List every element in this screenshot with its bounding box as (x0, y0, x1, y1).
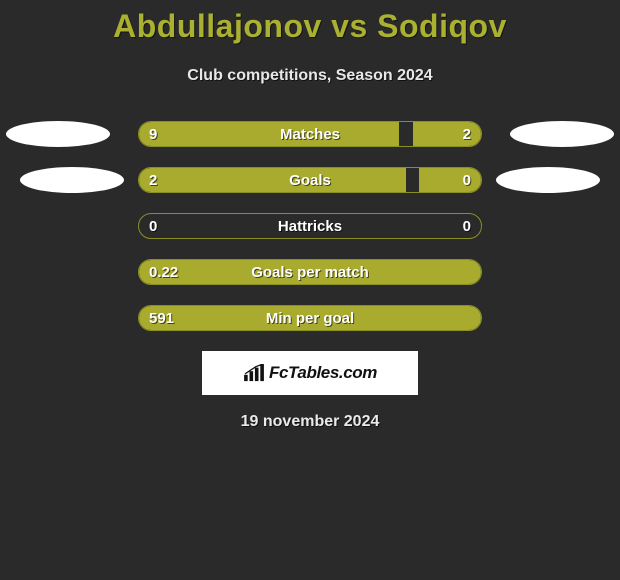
stat-row: 591Min per goal (0, 305, 620, 333)
stat-bar: 0 0Hattricks (138, 213, 482, 239)
stat-row: 0 0Hattricks (0, 213, 620, 241)
stat-row: 0.22Goals per match (0, 259, 620, 287)
bar-segment-left (139, 306, 481, 330)
stat-bar: 591Min per goal (138, 305, 482, 331)
bars-icon (243, 364, 265, 382)
stat-bar: 20Goals (138, 167, 482, 193)
player-ellipse-left (20, 167, 124, 193)
subtitle: Club competitions, Season 2024 (0, 67, 620, 85)
bar-segment-left (139, 122, 399, 146)
stat-value-left: 0 (149, 214, 157, 239)
logo-text: FcTables.com (269, 363, 377, 383)
stat-value-left: 0.22 (149, 260, 178, 285)
stat-row: 92Matches (0, 121, 620, 149)
stat-bar: 0.22Goals per match (138, 259, 482, 285)
logo-box[interactable]: FcTables.com (202, 351, 418, 395)
bar-segment-left (139, 260, 481, 284)
stat-value-right: 2 (463, 122, 471, 147)
stats-container: 92Matches20Goals00Hattricks0.22Goals per… (0, 121, 620, 333)
stat-value-right: 0 (463, 168, 471, 193)
stat-value-left: 2 (149, 168, 157, 193)
date-text: 19 november 2024 (0, 413, 620, 431)
stat-row: 20Goals (0, 167, 620, 195)
stat-value-left: 9 (149, 122, 157, 147)
player-ellipse-right (496, 167, 600, 193)
page-title: Abdullajonov vs Sodiqov (0, 0, 620, 45)
stat-value-right: 0 (463, 214, 471, 239)
stat-value-left: 591 (149, 306, 174, 331)
bar-segment-left (139, 168, 406, 192)
stat-label: Hattricks (139, 214, 481, 239)
player-ellipse-right (510, 121, 614, 147)
stat-bar: 92Matches (138, 121, 482, 147)
bar-segment-right (419, 168, 481, 192)
player-ellipse-left (6, 121, 110, 147)
